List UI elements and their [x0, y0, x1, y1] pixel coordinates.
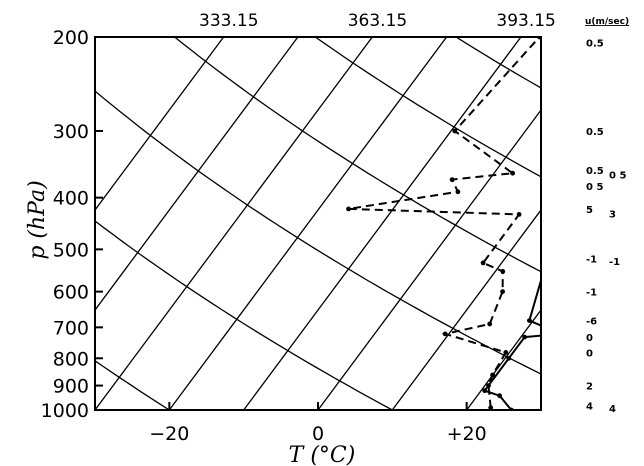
dry-adiabat-line	[95, 220, 393, 410]
temperature-point	[568, 129, 573, 134]
dewpoint-point	[455, 189, 461, 195]
dry-adiabat-line	[95, 90, 541, 375]
dewpoint-point	[503, 350, 509, 355]
sounding-series	[346, 35, 643, 410]
dewpoint-point	[442, 331, 448, 337]
top-theta-labels: 333.15 363.15 393.15	[199, 11, 556, 31]
dry-adiabat-line	[174, 37, 541, 273]
wind-value: 0	[586, 333, 593, 344]
y-tick-label: 200	[53, 27, 89, 49]
dewpoint-point	[516, 212, 522, 217]
y-tick-label: 300	[53, 121, 89, 143]
wind-value: -1	[586, 254, 597, 265]
temperature-point	[506, 355, 512, 361]
wind-value: -1	[609, 257, 620, 268]
wind-header: u(m/sec)	[585, 17, 629, 27]
dewpoint-point	[500, 289, 505, 294]
x-tick-label: +20	[447, 423, 487, 445]
dewpoint-point	[510, 170, 515, 176]
wind-value: 5	[586, 205, 593, 216]
top-theta-label: 363.15	[348, 11, 407, 31]
wind-value: -6	[586, 317, 597, 328]
temperature-line	[483, 173, 541, 410]
dewpoint-point	[487, 321, 493, 327]
temperature-point	[550, 247, 555, 252]
temperature-point	[497, 393, 502, 399]
wind-value: 0.5	[586, 166, 604, 177]
temperature-point	[482, 388, 488, 394]
isotherm-line	[168, 37, 448, 410]
isotherm-line	[615, 37, 644, 410]
dry-adiabat-line	[314, 37, 541, 178]
temperature-point	[558, 332, 563, 337]
wind-value: 0 5	[586, 182, 603, 193]
isotherm-line	[317, 108, 541, 410]
wind-value: 0 5	[609, 171, 626, 182]
temperature-point	[557, 183, 562, 188]
wind-value: 2	[586, 382, 593, 393]
temperature-point	[638, 35, 643, 40]
wind-value: 4	[586, 401, 593, 412]
y-tick-label: 700	[53, 317, 89, 339]
y-axis-title: p (hPa)	[25, 180, 50, 259]
wind-value: -1	[586, 288, 597, 299]
isotherm-line	[95, 37, 299, 312]
isotherm-line	[243, 37, 522, 410]
dewpoint-point	[452, 128, 458, 134]
dry-adiabat-line	[455, 37, 541, 89]
x-tick-label: −20	[149, 423, 189, 445]
wind-value: 0	[586, 348, 593, 359]
y-tick-label: 600	[53, 282, 89, 304]
y-tick-label: 900	[53, 376, 89, 398]
isotherm-line	[466, 308, 541, 410]
isotherm-line	[95, 37, 225, 212]
wind-value: 3	[609, 209, 616, 220]
dewpoint-point	[488, 405, 494, 410]
x-axis-ticks: −20 0 +20	[149, 402, 487, 445]
wind-value: 0.5	[586, 39, 604, 50]
wind-column: u(m/sec) 0.5 0.5 0.5 0 5 0 5 5 3 -1 -1 -1 -6 0 0 2 4 4	[585, 17, 629, 415]
top-theta-label: 393.15	[496, 11, 555, 31]
plot-frame	[94, 36, 542, 411]
dewpoint-point	[480, 260, 486, 266]
background-lines	[95, 37, 644, 410]
dewpoint-point	[346, 206, 351, 212]
y-tick-label: 800	[53, 348, 89, 370]
wind-value: 4	[609, 404, 616, 415]
y-tick-label: 500	[53, 239, 89, 261]
y-tick-label: 1000	[41, 400, 89, 422]
temperature-point	[522, 334, 527, 340]
dewpoint-point	[500, 269, 506, 274]
dewpoint-line	[348, 37, 541, 408]
temperature-point	[566, 195, 571, 200]
isotherm-line	[95, 37, 373, 410]
dewpoint-point	[486, 383, 491, 388]
temperature-point	[527, 318, 532, 323]
dewpoint-point	[490, 372, 495, 378]
temperature-point	[558, 212, 563, 217]
isotherm-line	[391, 208, 541, 410]
wind-value: 0.5	[586, 127, 604, 138]
x-tick-label: 0	[312, 423, 324, 445]
x-axis-title: T (°C)	[289, 443, 356, 466]
dewpoint-point	[449, 177, 455, 183]
y-tick-label: 400	[53, 188, 89, 210]
top-theta-label: 333.15	[199, 11, 258, 31]
